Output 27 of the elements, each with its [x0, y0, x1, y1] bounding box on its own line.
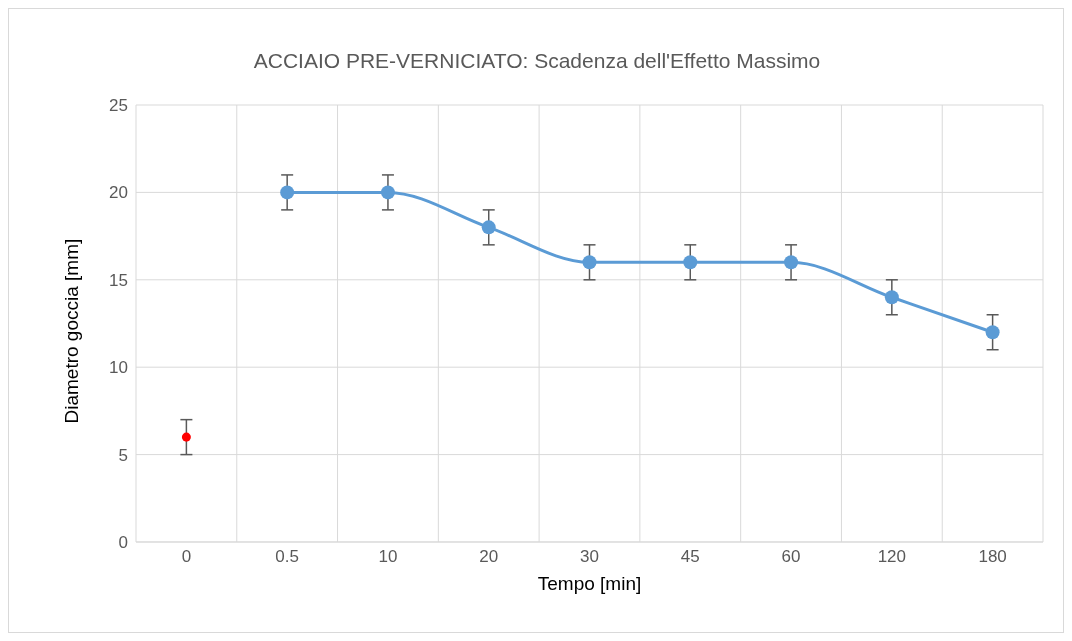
point [181, 432, 191, 442]
x-tick-label: 180 [978, 547, 1007, 567]
x-axis-title: Tempo [min] [537, 573, 642, 594]
y-axis-title: Diametro goccia [mm] [60, 238, 82, 424]
point [380, 185, 395, 200]
point [683, 255, 698, 270]
x-tick-label: 10 [378, 547, 398, 567]
point [985, 325, 1000, 340]
x-tick-label: 30 [580, 547, 599, 567]
x-tick-label: 60 [781, 547, 801, 567]
y-tick-label: 10 [109, 358, 128, 378]
y-tick-label: 25 [109, 96, 128, 116]
point [784, 255, 799, 270]
x-tick-label: 20 [479, 547, 499, 567]
point [884, 290, 899, 305]
x-tick-label: 45 [680, 547, 700, 567]
y-tick-label: 20 [109, 183, 128, 203]
y-tick-label: 0 [118, 533, 128, 553]
point [481, 220, 496, 235]
x-tick-label: 120 [877, 547, 907, 567]
point [280, 185, 295, 200]
y-tick-label: 15 [109, 270, 128, 290]
chart-title: ACCIAIO PRE-VERNICIATO: Scadenza dell'Effetto Massimo [252, 49, 822, 73]
point [582, 255, 597, 270]
x-tick-label: 0.5 [275, 547, 299, 567]
x-tick-label: 0 [181, 547, 192, 567]
y-tick-label: 5 [118, 445, 128, 465]
